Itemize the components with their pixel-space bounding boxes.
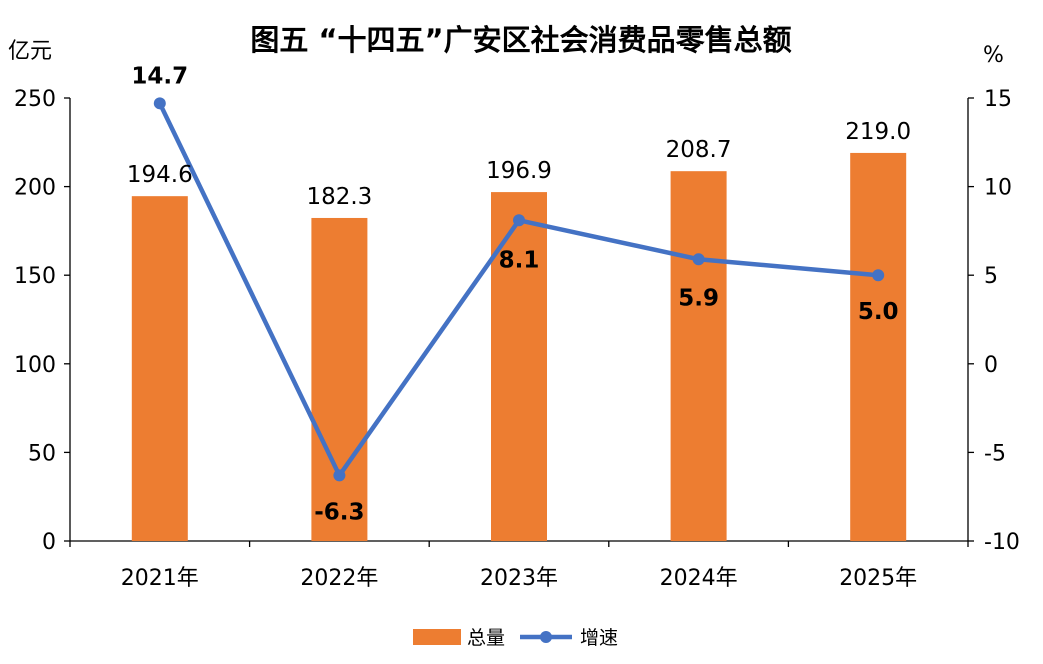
line-point <box>692 253 705 266</box>
bar <box>311 217 368 541</box>
right-tick-label: 5 <box>984 264 998 289</box>
right-tick-label: -5 <box>984 441 1006 466</box>
right-tick-label: 0 <box>984 353 998 378</box>
line-label: 14.7 <box>131 63 188 89</box>
x-tick-label: 2021年 <box>121 566 199 591</box>
x-tick-label: 2025年 <box>839 566 917 591</box>
left-tick-label: 0 <box>42 530 56 555</box>
bar-label: 196.9 <box>486 158 552 184</box>
bars <box>131 152 907 541</box>
data-labels: 194.6 182.3 196.9 208.7 219.0 14.7 -6.3 8.1 5.9 5… <box>127 63 911 525</box>
bar-label: 194.6 <box>127 162 193 188</box>
left-tick-label: 50 <box>28 441 56 466</box>
x-tick-label: 2024年 <box>660 566 738 591</box>
axes: 0 50 100 150 200 250 -10 -5 0 5 10 15 2021年 2022年 2023… <box>14 87 1020 591</box>
x-tick-label: 2023年 <box>480 566 558 591</box>
line-label: 8.1 <box>499 247 540 273</box>
line-point <box>153 97 166 110</box>
right-tick-label: 10 <box>984 176 1012 201</box>
right-tick-label: -10 <box>984 530 1020 555</box>
left-tick-label: 150 <box>14 264 56 289</box>
growth-line <box>153 97 885 482</box>
bar-label: 208.7 <box>666 137 732 163</box>
left-tick-label: 200 <box>14 176 56 201</box>
legend-bar-swatch <box>413 629 461 645</box>
x-tick-label: 2022年 <box>300 566 378 591</box>
right-tick-label: 15 <box>984 87 1012 112</box>
legend-line-label: 增速 <box>580 627 618 649</box>
bar <box>850 152 907 541</box>
legend-bar-label: 总量 <box>467 627 505 649</box>
line-label: -6.3 <box>314 499 364 525</box>
legend-line-marker <box>540 631 552 643</box>
chart-title: 图五 “十四五”广安区社会消费品零售总额 <box>250 23 791 57</box>
left-tick-label: 250 <box>14 87 56 112</box>
line-point <box>872 269 885 282</box>
bar <box>670 171 727 541</box>
line-point <box>333 469 346 482</box>
line-label: 5.9 <box>678 285 719 311</box>
legend: 总量 增速 <box>413 627 618 649</box>
line-point <box>513 214 525 227</box>
bar-label: 219.0 <box>845 119 911 145</box>
line-label: 5.0 <box>858 299 899 325</box>
left-axis-unit: 亿元 <box>8 39 52 64</box>
bar <box>131 196 188 541</box>
left-tick-label: 100 <box>14 353 56 378</box>
right-axis-unit: % <box>983 43 1004 68</box>
bar-label: 182.3 <box>306 184 372 210</box>
